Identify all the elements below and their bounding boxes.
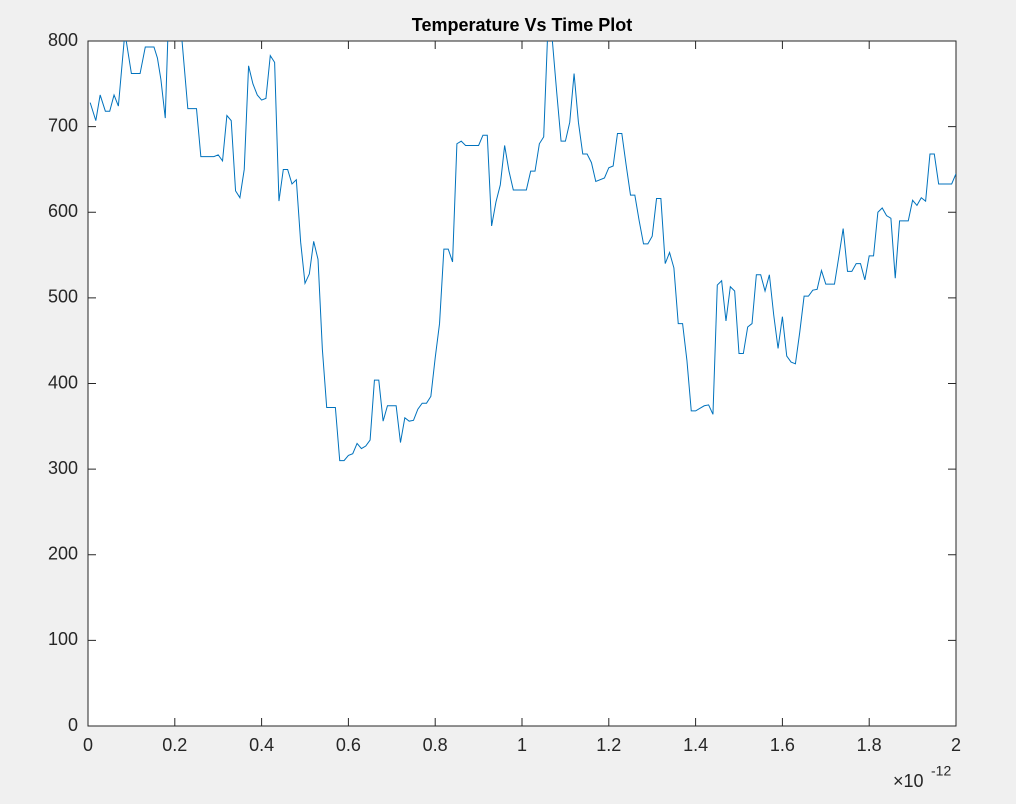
- chart-title: Temperature Vs Time Plot: [412, 15, 632, 35]
- x-tick-label: 0.6: [336, 735, 361, 755]
- plot-group: [89, 41, 956, 462]
- x-tick-label: 1.6: [770, 735, 795, 755]
- y-tick-label: 200: [48, 544, 78, 564]
- plot-area: [88, 41, 956, 726]
- x-tick-label: 0: [83, 735, 93, 755]
- y-tick-label: 0: [68, 715, 78, 735]
- x-tick-label: 0.4: [249, 735, 274, 755]
- x-exponent-power: -12: [931, 763, 951, 779]
- x-tick-label: 1: [517, 735, 527, 755]
- y-tick-label: 600: [48, 201, 78, 221]
- y-tick-label: 700: [48, 115, 78, 135]
- x-tick-label: 0.8: [423, 735, 448, 755]
- y-tick-label: 300: [48, 458, 78, 478]
- x-exponent-base: ×10: [893, 771, 924, 791]
- data-line: [89, 41, 956, 462]
- x-tick-label: 1.2: [596, 735, 621, 755]
- y-tick-label: 800: [48, 30, 78, 50]
- axes-box: [87, 40, 957, 727]
- x-tick-label: 1.8: [857, 735, 882, 755]
- x-tick-label: 0.2: [162, 735, 187, 755]
- x-tick-label: 1.4: [683, 735, 708, 755]
- y-tick-label: 100: [48, 629, 78, 649]
- y-tick-label: 500: [48, 287, 78, 307]
- x-tick-label: 2: [951, 735, 961, 755]
- y-tick-label: 400: [48, 372, 78, 392]
